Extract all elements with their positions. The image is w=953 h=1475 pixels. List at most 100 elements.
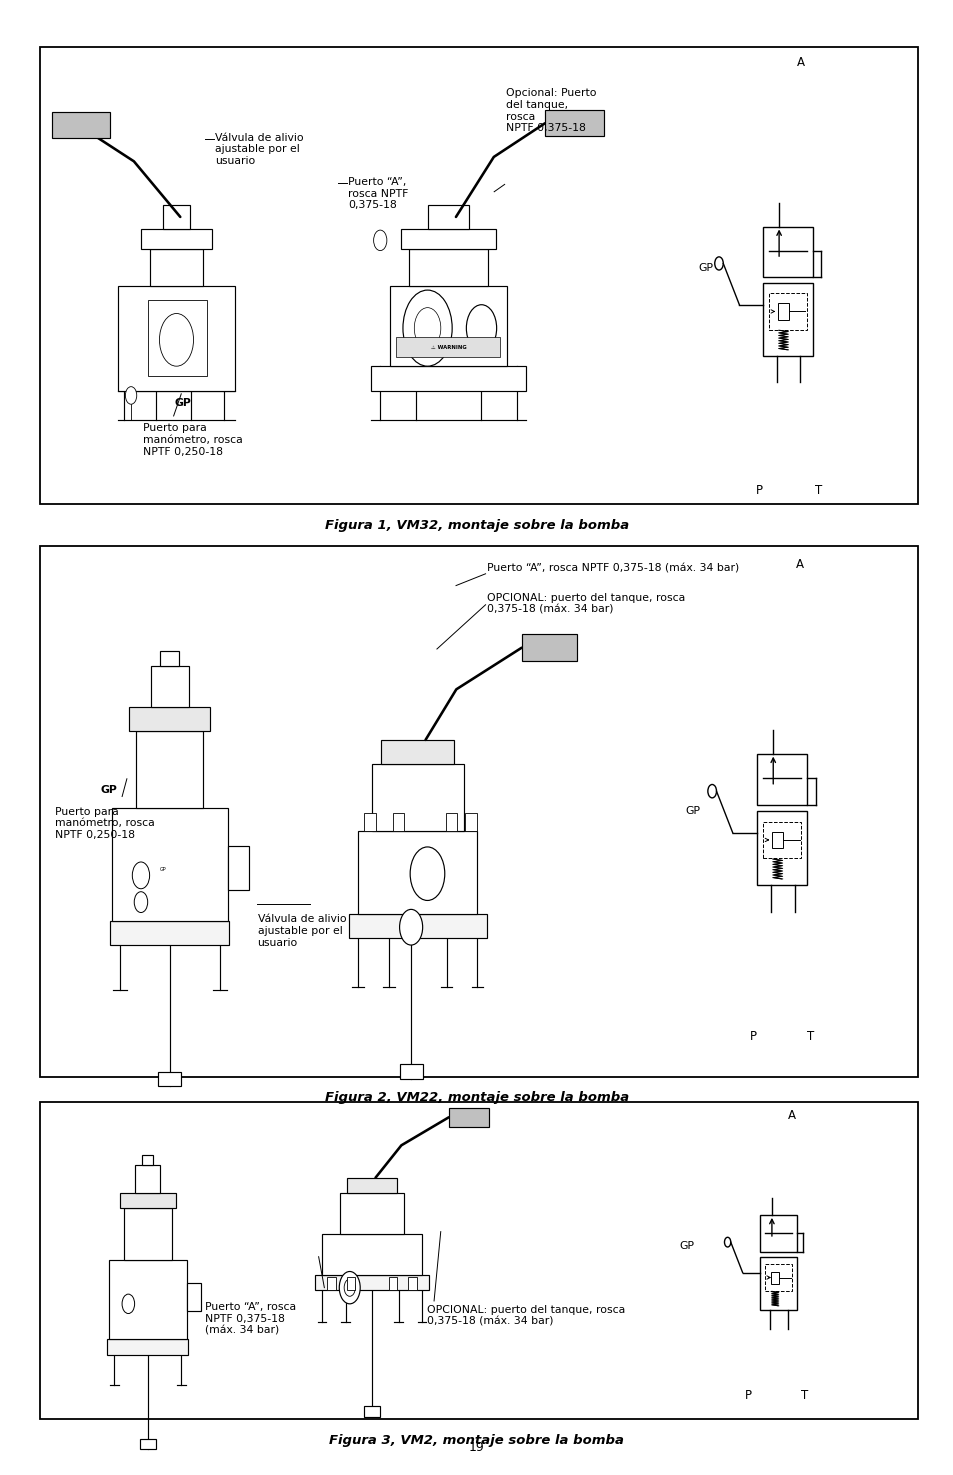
Bar xyxy=(112,808,227,922)
Text: A: A xyxy=(787,1109,795,1122)
Circle shape xyxy=(402,291,452,366)
Bar xyxy=(321,1233,422,1274)
Bar xyxy=(339,1193,404,1233)
Text: Opcional: Puerto
del tanque,
rosca
NPTF 0,375-18: Opcional: Puerto del tanque, rosca NPTF … xyxy=(505,88,596,133)
Text: Figura 1, VM32, montaje sobre la bomba: Figura 1, VM32, montaje sobre la bomba xyxy=(325,519,628,532)
Bar xyxy=(371,366,525,391)
Text: P: P xyxy=(749,1030,757,1043)
Bar xyxy=(150,249,203,286)
Bar xyxy=(151,665,189,708)
Bar xyxy=(163,205,190,229)
Circle shape xyxy=(122,1294,134,1314)
Bar xyxy=(363,1406,380,1417)
Bar xyxy=(389,1277,396,1289)
Text: GP: GP xyxy=(160,867,167,872)
Bar xyxy=(381,740,454,764)
Bar xyxy=(389,286,507,366)
Text: Válvula de alivio
ajustable por el
usuario: Válvula de alivio ajustable por el usuar… xyxy=(214,133,303,167)
Circle shape xyxy=(374,230,387,251)
Bar xyxy=(124,1208,172,1260)
Bar xyxy=(314,1274,429,1289)
Circle shape xyxy=(466,305,497,351)
Circle shape xyxy=(399,910,422,945)
Text: Válvula de alivio
ajustable por el
usuario: Válvula de alivio ajustable por el usuar… xyxy=(257,914,346,948)
Bar xyxy=(327,1277,335,1289)
Bar xyxy=(408,249,488,286)
Text: T: T xyxy=(806,1030,814,1043)
Text: 19: 19 xyxy=(469,1441,484,1454)
Bar xyxy=(158,1072,181,1087)
Bar xyxy=(393,813,404,830)
Text: T: T xyxy=(800,1389,807,1403)
Circle shape xyxy=(414,308,440,348)
Bar xyxy=(762,822,801,858)
Bar xyxy=(757,811,806,885)
Circle shape xyxy=(714,257,722,270)
Text: GP: GP xyxy=(100,785,117,795)
Bar xyxy=(408,1277,416,1289)
Bar xyxy=(763,1264,792,1291)
Bar xyxy=(347,1277,355,1289)
Text: Figura 2, VM22, montaje sobre la bomba: Figura 2, VM22, montaje sobre la bomba xyxy=(325,1092,628,1105)
Circle shape xyxy=(134,892,148,913)
Bar xyxy=(372,764,463,830)
Text: Figura 3, VM2, montaje sobre la bomba: Figura 3, VM2, montaje sobre la bomba xyxy=(329,1434,624,1447)
Bar xyxy=(51,112,111,139)
Bar xyxy=(348,914,487,938)
Text: P: P xyxy=(755,484,762,497)
Bar xyxy=(395,336,500,357)
Bar xyxy=(117,286,235,391)
Bar xyxy=(40,1102,917,1419)
Circle shape xyxy=(707,785,716,798)
Bar xyxy=(187,1283,201,1311)
Bar xyxy=(762,227,812,277)
Text: OPCIONAL: puerto del tanque, rosca
0,375-18 (máx. 34 bar): OPCIONAL: puerto del tanque, rosca 0,375… xyxy=(427,1305,625,1328)
Text: A: A xyxy=(797,56,804,69)
Bar xyxy=(130,708,210,732)
Bar xyxy=(364,813,375,830)
Bar xyxy=(140,229,213,249)
Text: Puerto “A”, rosca NPTF 0,375-18 (máx. 34 bar): Puerto “A”, rosca NPTF 0,375-18 (máx. 34… xyxy=(486,563,738,574)
Bar xyxy=(448,1108,489,1127)
Text: Puerto para
manómetro, rosca
NPTF 0,250-18: Puerto para manómetro, rosca NPTF 0,250-… xyxy=(143,423,243,457)
Bar xyxy=(427,205,469,229)
Bar xyxy=(778,304,788,320)
Circle shape xyxy=(410,847,444,900)
Bar xyxy=(120,1193,175,1208)
Bar xyxy=(445,813,456,830)
Bar xyxy=(762,283,812,355)
Text: Puerto para
manómetro, rosca
NPTF 0,250-18: Puerto para manómetro, rosca NPTF 0,250-… xyxy=(55,807,155,841)
Text: OPCIONAL: puerto del tanque, rosca
0,375-18 (máx. 34 bar): OPCIONAL: puerto del tanque, rosca 0,375… xyxy=(486,593,684,615)
Bar xyxy=(399,1063,422,1078)
Circle shape xyxy=(339,1271,360,1304)
Bar xyxy=(135,1165,160,1193)
Bar xyxy=(148,301,207,376)
Text: GP: GP xyxy=(698,264,713,273)
Bar xyxy=(139,1438,156,1450)
Text: GP: GP xyxy=(684,807,700,816)
Bar xyxy=(400,229,496,249)
Text: GP: GP xyxy=(679,1242,694,1251)
Bar xyxy=(142,1155,153,1165)
Bar xyxy=(136,732,203,808)
Bar xyxy=(757,754,806,804)
Bar xyxy=(760,1257,796,1310)
Bar xyxy=(227,845,249,891)
Bar xyxy=(40,546,917,1077)
Circle shape xyxy=(132,861,150,889)
Bar xyxy=(772,832,782,848)
Bar xyxy=(347,1177,396,1193)
Text: ⚠ WARNING: ⚠ WARNING xyxy=(430,345,466,350)
Circle shape xyxy=(344,1279,355,1297)
Bar xyxy=(464,813,476,830)
Text: A: A xyxy=(795,558,802,571)
Bar xyxy=(768,294,806,329)
Bar xyxy=(111,922,229,945)
Bar xyxy=(358,830,476,914)
Circle shape xyxy=(159,314,193,366)
Text: Puerto “A”, rosca
NPTF 0,375-18
(máx. 34 bar): Puerto “A”, rosca NPTF 0,375-18 (máx. 34… xyxy=(205,1302,296,1336)
Text: P: P xyxy=(743,1389,751,1403)
Text: Puerto “A”,
rosca NPTF
0,375-18: Puerto “A”, rosca NPTF 0,375-18 xyxy=(348,177,408,211)
Bar xyxy=(109,1260,187,1339)
Bar xyxy=(521,634,577,661)
